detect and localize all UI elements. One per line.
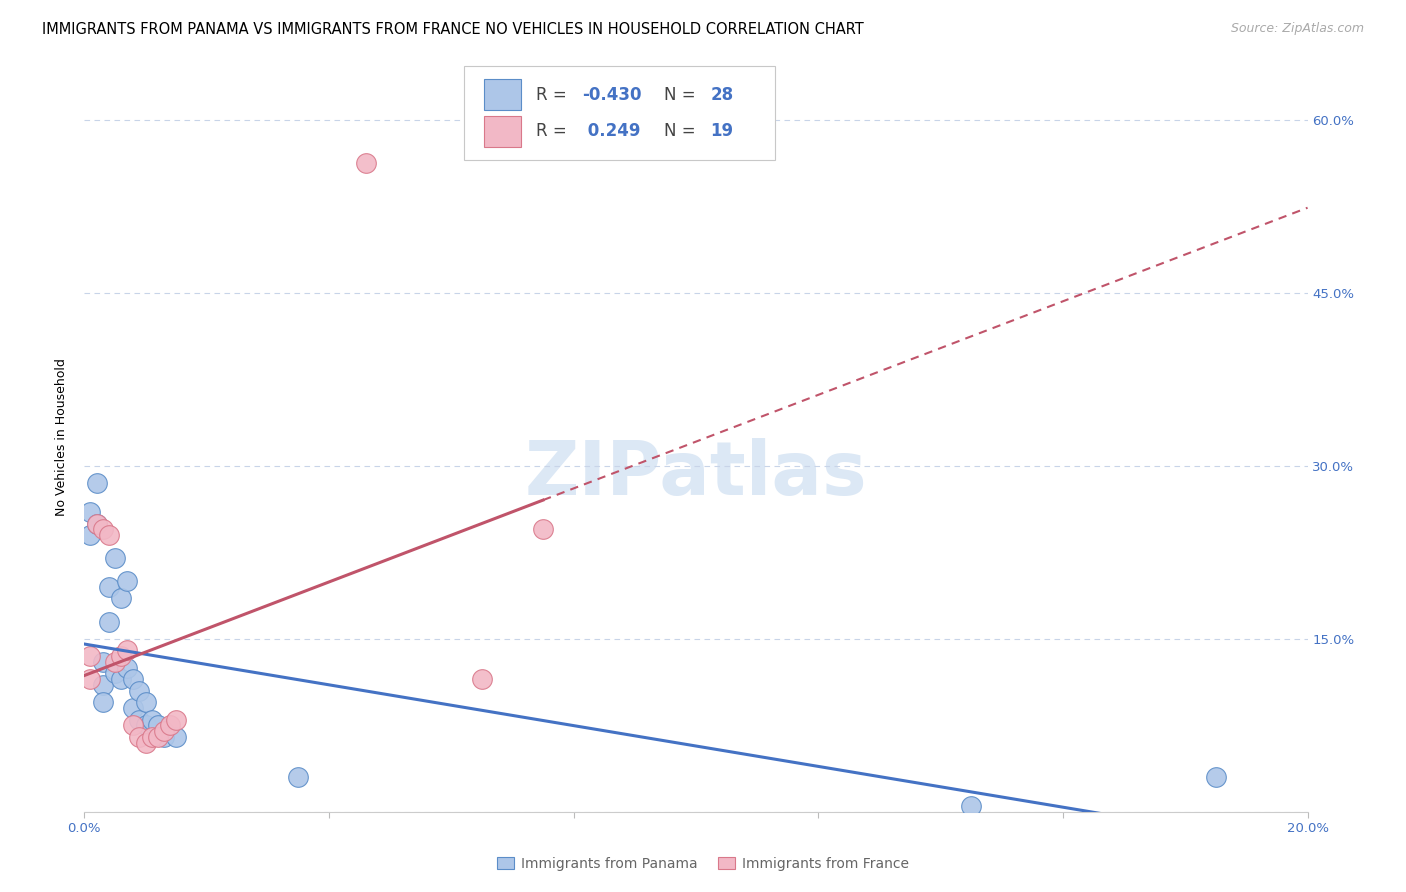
Text: ZIPatlas: ZIPatlas (524, 438, 868, 511)
Point (110, 591, 132, 606)
Text: 0.249: 0.249 (582, 122, 641, 140)
Point (165, 730, 187, 744)
Point (97, 528, 120, 542)
Point (79, 672, 101, 686)
Point (97, 615, 120, 629)
Point (128, 713, 150, 727)
Point (110, 672, 132, 686)
Point (122, 718, 145, 732)
Text: N =: N = (664, 86, 702, 103)
Legend: Immigrants from Panama, Immigrants from France: Immigrants from Panama, Immigrants from … (492, 851, 914, 876)
Point (159, 718, 181, 732)
Point (79, 528, 101, 542)
Point (91, 678, 114, 692)
Point (153, 730, 176, 744)
FancyBboxPatch shape (484, 116, 522, 147)
Point (91, 655, 114, 669)
Point (79, 649, 101, 664)
Point (135, 695, 157, 709)
Point (86, 516, 108, 531)
Point (122, 672, 145, 686)
Point (128, 683, 150, 698)
Point (960, 799, 983, 814)
Point (135, 718, 157, 732)
Point (110, 649, 132, 664)
Point (86, 476, 108, 491)
Point (115, 660, 138, 674)
Point (141, 730, 163, 744)
Point (354, 155, 377, 169)
Text: 28: 28 (710, 86, 734, 103)
Point (165, 713, 187, 727)
Point (104, 666, 127, 681)
Point (91, 695, 114, 709)
Point (115, 643, 138, 657)
Point (91, 522, 114, 536)
Point (122, 701, 145, 715)
Y-axis label: No Vehicles in Household: No Vehicles in Household (55, 359, 67, 516)
Point (104, 551, 127, 566)
FancyBboxPatch shape (464, 66, 776, 160)
Point (86, 516, 108, 531)
Point (97, 580, 120, 594)
Text: 19: 19 (710, 122, 734, 140)
Point (141, 713, 163, 727)
Text: N =: N = (664, 122, 702, 140)
Point (146, 730, 169, 744)
Point (128, 730, 150, 744)
Text: Source: ZipAtlas.com: Source: ZipAtlas.com (1230, 22, 1364, 36)
FancyBboxPatch shape (484, 78, 522, 111)
Point (287, 770, 309, 784)
Point (153, 724, 176, 739)
Point (471, 672, 494, 686)
Text: R =: R = (536, 122, 576, 140)
Text: -0.430: -0.430 (582, 86, 641, 103)
Point (115, 574, 138, 589)
Point (1205, 770, 1227, 784)
Point (146, 718, 169, 732)
Text: R =: R = (536, 86, 572, 103)
Point (79, 505, 101, 519)
Point (104, 655, 127, 669)
Point (531, 522, 554, 536)
Text: IMMIGRANTS FROM PANAMA VS IMMIGRANTS FROM FRANCE NO VEHICLES IN HOUSEHOLD CORREL: IMMIGRANTS FROM PANAMA VS IMMIGRANTS FRO… (42, 22, 863, 37)
Point (135, 735, 157, 749)
